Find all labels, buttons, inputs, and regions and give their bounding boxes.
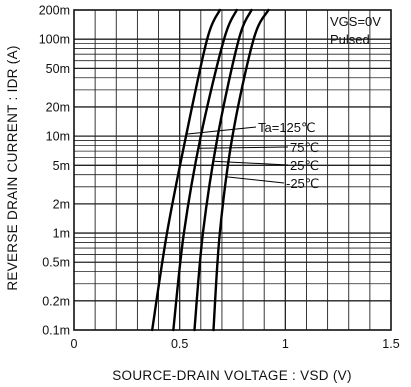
- x-axis-label: SOURCE-DRAIN VOLTAGE : VSD (V): [112, 368, 352, 383]
- y-tick-label: 0.2m: [42, 294, 70, 308]
- y-tick-label: 100m: [39, 33, 70, 47]
- series-label: 25℃: [290, 158, 319, 173]
- series-label: -25℃: [286, 176, 319, 191]
- condition-pulsed: Pulsed: [330, 32, 370, 47]
- y-tick-label: 0.1m: [42, 324, 70, 338]
- x-tick-label: 1.5: [382, 337, 399, 351]
- y-tick-label: 10m: [46, 130, 70, 144]
- series-curve: [193, 8, 253, 332]
- y-tick-label: 2m: [53, 197, 70, 211]
- y-tick-label: 20m: [46, 100, 70, 114]
- series-label: Ta=125℃: [258, 120, 316, 135]
- series-label: 75℃: [290, 140, 319, 155]
- condition-vgs: VGS=0V: [330, 14, 381, 29]
- plot-frame: [73, 9, 392, 331]
- series-curve: [172, 8, 238, 332]
- series-leader-line: [198, 146, 289, 149]
- y-axis-label: REVERSE DRAIN CURRENT : IDR (A): [5, 45, 20, 290]
- y-tick-label: 1m: [53, 227, 70, 241]
- x-tick-label: 0: [71, 337, 78, 351]
- plot-area: 200m 100m 50m 20m 10m 5m 2m 1m 0.5m 0.2m 0.1m0 0.5 1…: [39, 4, 400, 352]
- conditions-note: VGS=0V Pulsed: [330, 14, 381, 47]
- series-leader-line: [213, 160, 289, 166]
- y-tick-label: 50m: [46, 62, 70, 76]
- y-tick-label: 200m: [39, 4, 70, 18]
- x-tick-label: 1: [282, 337, 289, 351]
- series-curve: [150, 8, 222, 332]
- y-tick-label: 0.5m: [42, 256, 70, 270]
- series-curve: [212, 8, 270, 332]
- series-leader-line: [186, 126, 257, 135]
- y-tick-label: 5m: [53, 159, 70, 173]
- series-leader-line: [227, 176, 285, 184]
- x-tick-label: 0.5: [171, 337, 188, 351]
